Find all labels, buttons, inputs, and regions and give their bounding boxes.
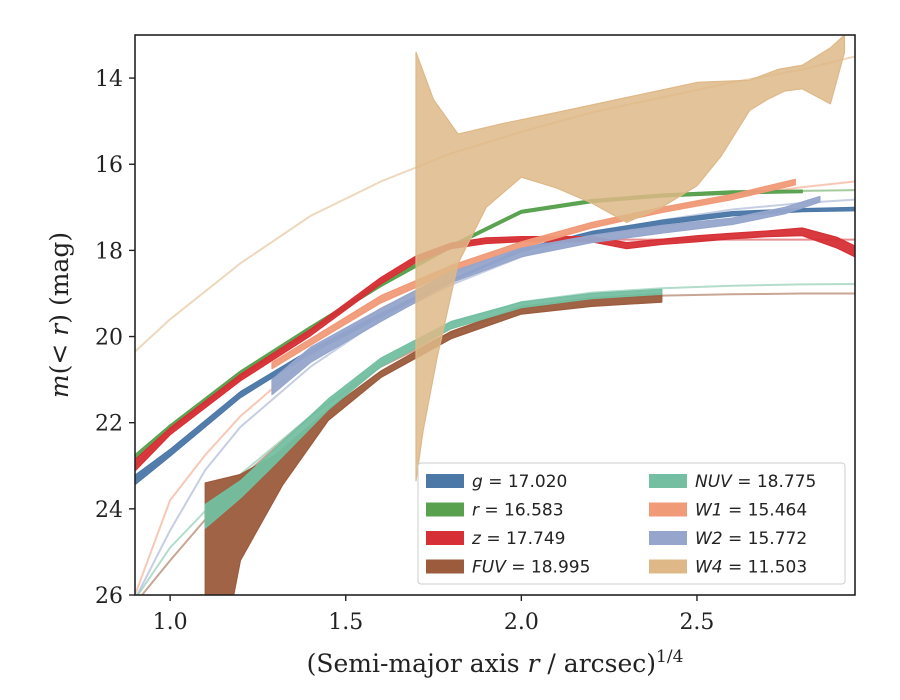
y-tick-label: 16 xyxy=(95,153,123,178)
y-tick-label: 26 xyxy=(95,584,123,609)
legend-swatch-fuv xyxy=(426,559,464,574)
legend-label-r: r = 16.583 xyxy=(472,501,564,521)
legend-swatch-w4 xyxy=(649,559,687,574)
legend-swatch-w2 xyxy=(649,531,687,545)
legend-label-w4: W4 = 11.503 xyxy=(695,558,807,578)
band-w2 xyxy=(271,195,821,396)
legend-box xyxy=(417,462,846,585)
legend-swatch-nuv xyxy=(649,474,687,488)
legend-label-w2: W2 = 15.772 xyxy=(695,529,807,549)
band-g xyxy=(135,206,855,486)
x-axis-label: (Semi-major axis r / arcsec)1/4 xyxy=(307,647,684,678)
measured-bands xyxy=(135,35,855,595)
x-tick-label: 1.5 xyxy=(328,610,363,635)
legend-label-fuv: FUV = 18.995 xyxy=(472,558,590,578)
y-axis-ticks: 14 16 18 20 22 24 26 xyxy=(95,67,135,609)
y-tick-label: 24 xyxy=(95,498,123,523)
legend-swatch-z xyxy=(426,531,464,545)
x-axis-ticks: 1.0 1.5 2.0 2.5 xyxy=(153,595,714,635)
y-tick-label: 18 xyxy=(95,239,123,264)
legend-label-nuv: NUV = 18.775 xyxy=(695,472,816,492)
legend: g = 17.020 r = 16.583 z = 17.749 FUV = 18.9… xyxy=(417,462,846,585)
model-curve-z xyxy=(135,238,855,467)
band-w4 xyxy=(415,35,846,482)
legend-label-g: g = 17.020 xyxy=(472,472,567,492)
y-tick-label: 22 xyxy=(95,412,123,437)
legend-swatch-w1 xyxy=(649,502,687,517)
y-axis-label: m(< r) (mag) xyxy=(45,232,74,398)
legend-label-z: z = 17.749 xyxy=(471,529,565,549)
legend-label-w1: W1 = 15.464 xyxy=(695,501,807,521)
y-tick-label: 20 xyxy=(95,326,123,351)
legend-swatch-g xyxy=(426,474,464,488)
x-tick-label: 1.0 xyxy=(153,610,188,635)
x-tick-label: 2.0 xyxy=(504,610,539,635)
plot-frame xyxy=(134,34,856,596)
y-tick-label: 14 xyxy=(95,67,123,92)
model-curve-g xyxy=(135,208,855,481)
legend-swatch-r xyxy=(426,502,464,517)
x-tick-label: 2.5 xyxy=(679,610,714,635)
